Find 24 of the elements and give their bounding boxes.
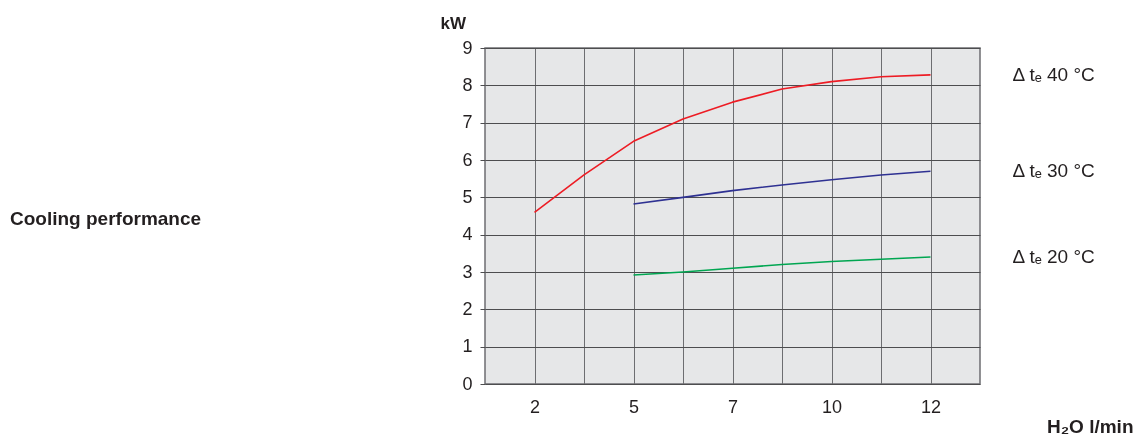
y-tick-label: 1	[462, 336, 473, 357]
y-tick-label: 5	[462, 186, 473, 207]
y-axis-title: kW	[440, 13, 467, 33]
text: Δ tₑ 20 °C	[1012, 246, 1095, 268]
y-tick-label: 9	[462, 37, 473, 58]
y-tick-label: 2	[462, 298, 473, 319]
y-tick-label: 0	[462, 373, 473, 394]
line-series	[632, 256, 932, 276]
y-tick-label: 7	[462, 112, 473, 133]
x-axis-title: H₂O l/min	[1046, 415, 1134, 437]
x-tick-label: 5	[628, 396, 640, 417]
y-tick-label: 6	[462, 149, 473, 170]
text: Cooling performance	[9, 206, 203, 231]
text: Δ tₑ 40 °C	[1012, 63, 1095, 85]
x-tick-label: 2	[529, 396, 541, 417]
y-tick-label: 8	[462, 74, 473, 95]
text: Δ tₑ 30 °C	[1012, 160, 1095, 182]
y-tick-label: 3	[462, 261, 473, 282]
x-tick-label: 7	[727, 396, 739, 417]
x-tick-label: 10	[821, 396, 843, 417]
x-tick-label: 12	[920, 396, 942, 417]
y-tick-label: 4	[462, 224, 473, 245]
line-series	[632, 170, 932, 205]
line-series	[533, 74, 932, 214]
